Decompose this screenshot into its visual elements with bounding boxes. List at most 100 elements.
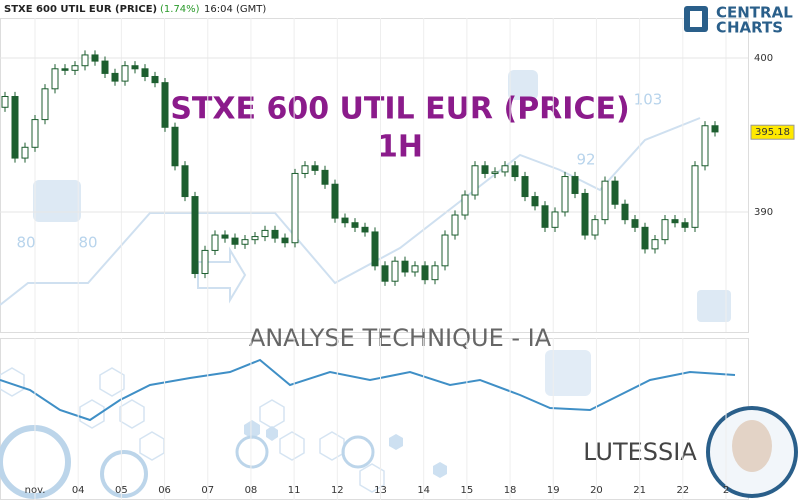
candle-body xyxy=(571,176,579,194)
candle-body xyxy=(181,165,189,198)
x-tick-label: 14 xyxy=(417,485,430,496)
x-tick-label: 04 xyxy=(72,485,85,496)
candle-body xyxy=(251,236,259,241)
candle-body xyxy=(711,125,719,133)
candle-body xyxy=(1,96,9,108)
candle-body xyxy=(341,217,349,224)
candle-body xyxy=(471,165,479,196)
candle-body xyxy=(201,249,209,275)
symbol: STXE 600 UTIL EUR (PRICE) xyxy=(4,4,157,15)
candle-body xyxy=(551,211,559,228)
watermark-icon xyxy=(508,70,538,100)
candle-body xyxy=(131,65,139,70)
x-tick-label: nov. xyxy=(25,485,46,496)
brand: LUTESSIA xyxy=(583,438,697,466)
x-tick-label: 22 xyxy=(676,485,689,496)
candle-body xyxy=(561,176,569,213)
candle-body xyxy=(151,75,159,84)
candle-body xyxy=(281,237,289,244)
candle-body xyxy=(581,192,589,236)
change: (1.74%) xyxy=(160,4,200,15)
candle-body xyxy=(611,180,619,205)
x-tick-label: 05 xyxy=(115,485,128,496)
x-tick-label: 13 xyxy=(374,485,387,496)
lower-panel xyxy=(0,338,749,500)
candle-body xyxy=(601,180,609,221)
x-tick-label: 15 xyxy=(461,485,474,496)
candle-body xyxy=(651,239,659,250)
candle-body xyxy=(221,234,229,239)
x-tick-label: 06 xyxy=(158,485,171,496)
candle-body xyxy=(161,82,169,128)
candle-body xyxy=(261,229,269,238)
candle-body xyxy=(171,126,179,167)
candle-body xyxy=(241,239,249,245)
candle-body xyxy=(421,265,429,281)
candle-body xyxy=(481,165,489,174)
candle-body xyxy=(701,125,709,167)
time: 16:04 (GMT) xyxy=(204,4,266,15)
candle-body xyxy=(401,260,409,273)
x-tick-label: 07 xyxy=(201,485,214,496)
watermark-label: 80 xyxy=(16,234,35,252)
watermark-arrow xyxy=(235,435,269,469)
candle-body xyxy=(231,237,239,245)
candle-body xyxy=(291,172,299,244)
x-tick-label: 21 xyxy=(633,485,646,496)
candle-body xyxy=(321,169,329,185)
candle-body xyxy=(661,219,669,241)
candle-body xyxy=(21,146,29,159)
x-tick-label: 18 xyxy=(504,485,517,496)
candle-body xyxy=(541,205,549,228)
price-panel xyxy=(0,18,749,333)
logo-text: CHARTS xyxy=(716,19,783,37)
y-tick-label: 390 xyxy=(754,207,773,218)
candle-body xyxy=(301,165,309,174)
candle-body xyxy=(41,88,49,121)
candle-body xyxy=(111,72,119,82)
candle-body xyxy=(511,165,519,178)
x-tick-label: 2 xyxy=(723,485,729,496)
candle-body xyxy=(441,234,449,267)
x-tick-label: 12 xyxy=(331,485,344,496)
watermark-icon xyxy=(33,180,81,222)
last-price-label: 395.18 xyxy=(755,127,790,138)
candle-body xyxy=(531,196,539,207)
overlay-timeframe: 1H xyxy=(377,130,423,165)
candle-body xyxy=(411,265,419,273)
candle-body xyxy=(61,68,69,71)
last-price-box xyxy=(750,124,795,140)
candle-body xyxy=(381,265,389,282)
watermark-arrow xyxy=(341,435,375,469)
candle-body xyxy=(671,219,679,224)
candle-body xyxy=(491,171,499,174)
candle-body xyxy=(11,96,19,159)
candle-body xyxy=(451,214,459,236)
candle-body xyxy=(621,203,629,221)
candle-body xyxy=(591,219,599,236)
watermark-icon xyxy=(697,290,731,322)
candle-body xyxy=(391,260,399,282)
x-tick-label: 19 xyxy=(547,485,560,496)
watermark-label: 80 xyxy=(78,234,97,252)
watermark-label: 103 xyxy=(634,91,663,109)
x-tick-label: 11 xyxy=(288,485,301,496)
candle-body xyxy=(191,196,199,275)
candle-body xyxy=(461,194,469,216)
candle-body xyxy=(331,183,339,219)
candle-body xyxy=(431,265,439,281)
candle-body xyxy=(271,229,279,239)
candle-body xyxy=(101,60,109,74)
watermark-arrow xyxy=(197,246,247,304)
overlay-subtitle: ANALYSE TECHNIQUE - IA xyxy=(249,324,552,352)
candle-body xyxy=(141,68,149,77)
candle-body xyxy=(211,234,219,251)
candle-body xyxy=(631,219,639,228)
logo-icon xyxy=(690,11,702,27)
candle-body xyxy=(501,165,509,173)
watermark-arrow xyxy=(100,450,148,498)
avatar-face xyxy=(732,420,772,472)
candle-body xyxy=(91,54,99,62)
candle-body xyxy=(361,226,369,233)
